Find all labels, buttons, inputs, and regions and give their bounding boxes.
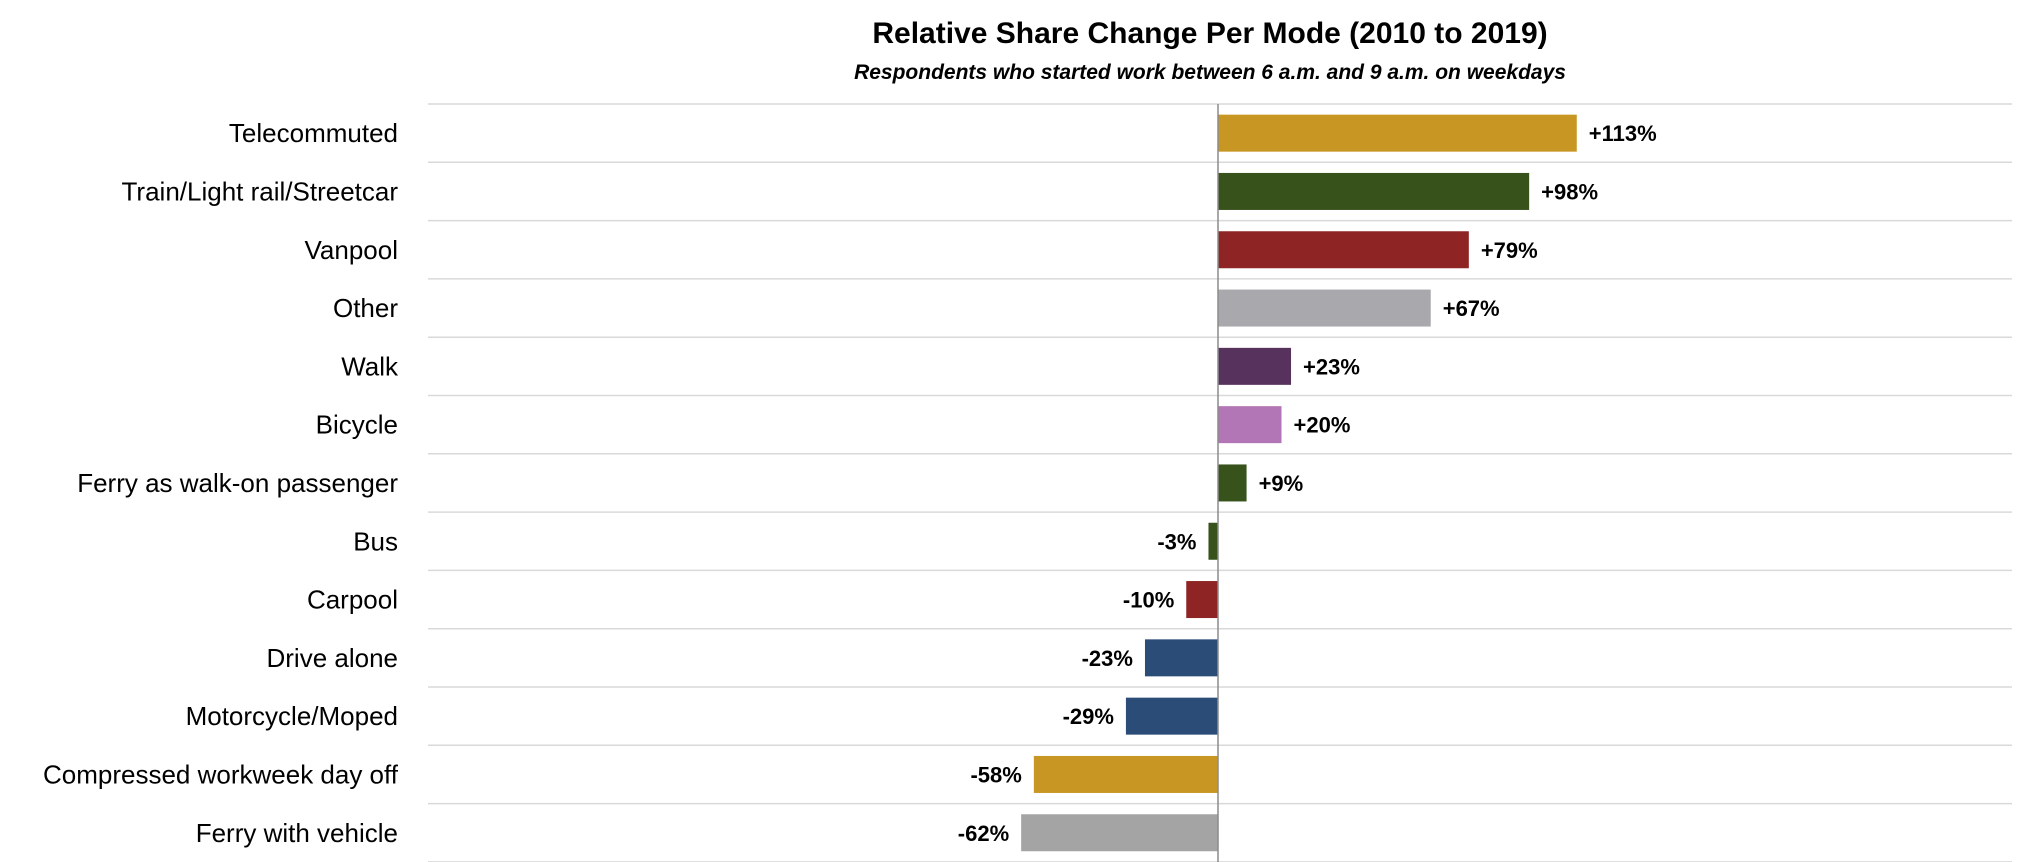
data-label: -3% <box>1157 529 1196 554</box>
bar-compressed-workweek-day-off <box>1033 755 1218 793</box>
bar-drive-alone <box>1144 639 1218 677</box>
category-label: Ferry with vehicle <box>196 818 398 848</box>
bar-vanpool <box>1218 231 1469 269</box>
data-label: +20% <box>1294 413 1351 438</box>
category-label: Ferry as walk-on passenger <box>77 468 398 498</box>
category-label: Walk <box>341 351 399 381</box>
data-label: -58% <box>970 762 1021 787</box>
category-label: Train/Light rail/Streetcar <box>122 176 399 206</box>
category-label: Other <box>333 293 398 323</box>
bar-bus <box>1208 522 1218 560</box>
chart-title: Relative Share Change Per Mode (2010 to … <box>872 17 1547 50</box>
chart-subtitle: Respondents who started work between 6 a… <box>854 61 1566 84</box>
bar-carpool <box>1186 581 1218 619</box>
category-label: Vanpool <box>305 235 399 265</box>
data-label: +23% <box>1303 354 1360 379</box>
data-label: +79% <box>1481 238 1538 263</box>
category-label: Drive alone <box>266 643 398 673</box>
data-label: +9% <box>1259 471 1304 496</box>
bar-train-light-rail-streetcar <box>1218 172 1530 210</box>
category-label: Telecommuted <box>229 118 398 148</box>
bar-ferry-as-walk-on-passenger <box>1218 464 1247 502</box>
bars <box>1021 114 1577 852</box>
data-label: -29% <box>1063 704 1114 729</box>
bar-motorcycle-moped <box>1125 697 1218 735</box>
category-label: Bus <box>353 526 398 556</box>
data-label: -10% <box>1123 588 1174 613</box>
data-label: +67% <box>1443 296 1500 321</box>
category-label: Carpool <box>307 585 398 615</box>
data-label: +98% <box>1541 179 1598 204</box>
data-label: -23% <box>1082 646 1133 671</box>
category-label: Compressed workweek day off <box>43 759 399 789</box>
data-label: +113% <box>1589 121 1657 146</box>
category-label: Motorcycle/Moped <box>186 701 398 731</box>
bar-other <box>1218 289 1431 327</box>
bar-walk <box>1218 347 1292 385</box>
bar-bicycle <box>1218 406 1282 444</box>
bar-telecommuted <box>1218 114 1577 152</box>
data-label: -62% <box>958 821 1009 846</box>
category-labels: Telecommuted Train/Light rail/Streetcar Va… <box>43 118 399 848</box>
bar-ferry-with-vehicle <box>1021 814 1218 852</box>
category-label: Bicycle <box>316 410 398 440</box>
data-labels: +113% +98% +79% +67% +23% +20% +9% -3% -10% -23% -… <box>958 121 1657 846</box>
